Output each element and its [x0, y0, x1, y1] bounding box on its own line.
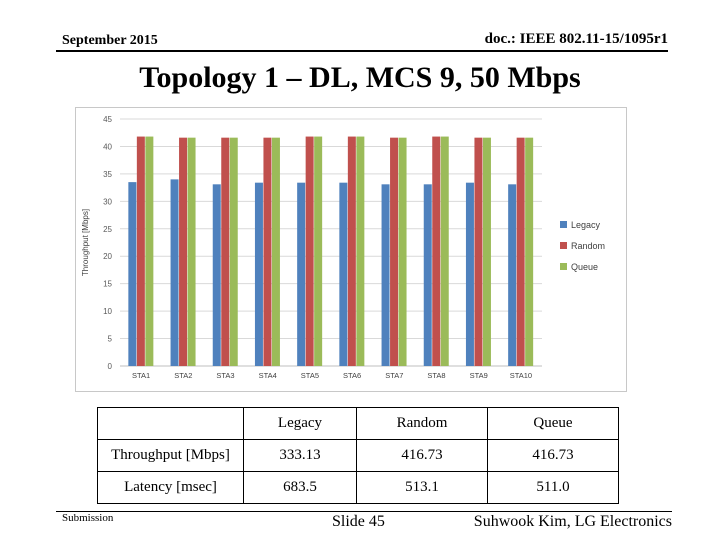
- bar-legacy: [508, 184, 517, 366]
- bar-queue: [482, 137, 491, 366]
- chart-container: 0 5 10 15 20 25 30 35 40 45 Throughput [Mbps] STA1 S…: [75, 107, 627, 392]
- legend-label: Random: [571, 241, 605, 251]
- bar-queue: [229, 137, 238, 366]
- legend-swatch: [560, 263, 567, 270]
- table-cell: 511.0: [487, 471, 619, 504]
- table-header-cell: Legacy: [243, 407, 357, 440]
- y-tick-label: 40: [103, 142, 112, 151]
- slide-title: Topology 1 – DL, MCS 9, 50 Mbps: [139, 61, 581, 94]
- bar-queue: [145, 136, 154, 366]
- y-tick-label: 35: [103, 170, 112, 179]
- bar-queue: [187, 137, 196, 366]
- bar-random: [474, 137, 483, 366]
- bar-legacy: [465, 182, 474, 366]
- bar-legacy: [423, 184, 432, 366]
- bar-queue: [271, 137, 280, 366]
- bar-queue: [314, 136, 323, 366]
- y-tick-label: 25: [103, 225, 112, 234]
- legend-swatch: [560, 242, 567, 249]
- y-tick-label: 30: [103, 197, 112, 206]
- table-header-cell: [97, 407, 244, 440]
- bar-random: [221, 137, 230, 366]
- table-cell: 416.73: [487, 439, 619, 472]
- table-header-cell: Random: [356, 407, 488, 440]
- x-tick-label: STA2: [174, 371, 192, 380]
- table-cell: 683.5: [243, 471, 357, 504]
- y-tick-label: 20: [103, 252, 112, 261]
- y-axis-title: Throughput [Mbps]: [81, 209, 90, 276]
- header-divider: [56, 50, 668, 52]
- bar-random: [179, 137, 188, 366]
- throughput-bar-chart: 0 5 10 15 20 25 30 35 40 45 Throughput [Mbps] STA1 S…: [81, 115, 605, 380]
- table-row-label: Latency [msec]: [97, 471, 244, 504]
- legend-swatch: [560, 221, 567, 228]
- table-cell: 416.73: [356, 439, 488, 472]
- bar-queue: [525, 137, 534, 366]
- table-header-row: Legacy Random Queue: [97, 407, 619, 440]
- bar-legacy: [170, 179, 179, 366]
- bar-queue: [440, 136, 449, 366]
- bar-legacy: [212, 184, 221, 366]
- bar-random: [432, 136, 441, 366]
- x-tick-label: STA10: [510, 371, 532, 380]
- footer-author: Suhwook Kim, LG Electronics: [473, 513, 672, 530]
- x-tick-label: STA8: [427, 371, 445, 380]
- y-tick-label: 0: [108, 362, 113, 371]
- footer-slide-number: Slide 45: [332, 513, 385, 530]
- results-table: Legacy Random Queue Throughput [Mbps] 33…: [97, 407, 619, 504]
- bar-legacy: [297, 182, 306, 366]
- legend-label: Queue: [571, 262, 598, 272]
- bar-queue: [356, 136, 365, 366]
- x-tick-label: STA4: [259, 371, 277, 380]
- bar-legacy: [128, 182, 137, 366]
- bar-random: [516, 137, 525, 366]
- bar-legacy: [339, 182, 348, 366]
- bar-random: [347, 136, 356, 366]
- y-tick-label: 10: [103, 307, 112, 316]
- table-row-label: Throughput [Mbps]: [97, 439, 244, 472]
- footer-submission: Submission: [62, 512, 114, 524]
- legend-label: Legacy: [571, 220, 601, 230]
- bar-random: [390, 137, 399, 366]
- x-tick-label: STA1: [132, 371, 150, 380]
- table-cell: 333.13: [243, 439, 357, 472]
- x-tick-label: STA3: [216, 371, 234, 380]
- header-date: September 2015: [62, 33, 158, 48]
- table-header-cell: Queue: [487, 407, 619, 440]
- y-tick-label: 15: [103, 280, 112, 289]
- bar-legacy: [381, 184, 390, 366]
- table-row: Latency [msec] 683.5 513.1 511.0: [97, 471, 619, 504]
- x-tick-label: STA9: [470, 371, 488, 380]
- table-row: Throughput [Mbps] 333.13 416.73 416.73: [97, 439, 619, 472]
- bar-random: [136, 136, 145, 366]
- y-tick-label: 45: [103, 115, 112, 124]
- table-cell: 513.1: [356, 471, 488, 504]
- footer-divider: [56, 511, 672, 512]
- bar-legacy: [254, 182, 263, 366]
- bar-queue: [398, 137, 407, 366]
- y-tick-label: 5: [108, 335, 113, 344]
- header-doc-id: doc.: IEEE 802.11-15/1095r1: [484, 31, 668, 47]
- x-tick-label: STA6: [343, 371, 361, 380]
- bar-random: [305, 136, 314, 366]
- bar-random: [263, 137, 272, 366]
- x-tick-label: STA7: [385, 371, 403, 380]
- x-tick-label: STA5: [301, 371, 319, 380]
